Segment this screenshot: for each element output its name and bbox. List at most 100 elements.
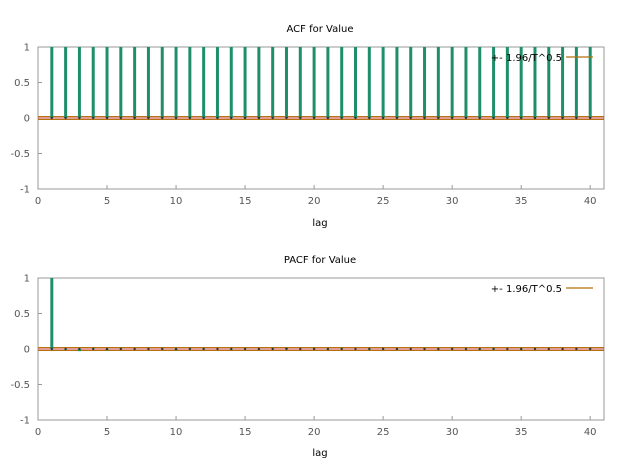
acf-bar-base-dot	[588, 116, 592, 120]
acf-bar-base-dot	[78, 116, 81, 120]
pacf-bar-base-dot	[92, 347, 95, 351]
pacf-bar-base-dot	[312, 347, 316, 351]
pacf-ytick-label: -1	[20, 416, 30, 427]
pacf-bar-base-dot	[588, 347, 592, 351]
acf-title: ACF for Value	[287, 24, 354, 35]
pacf-bar-base-dot	[230, 347, 233, 351]
pacf-legend-label: +- 1.96/T^0.5	[491, 284, 562, 295]
acf-bar-base-dot	[575, 116, 578, 120]
pacf-ytick-label: 1	[24, 274, 30, 285]
acf-ytick-label: -0.5	[10, 149, 30, 160]
acf-xlabel: lag	[312, 218, 327, 229]
acf-bar-base-dot	[133, 116, 136, 120]
acf-bar-base-dot	[423, 116, 426, 120]
pacf-bar-base-dot	[119, 347, 123, 351]
pacf-xtick-label: 10	[170, 427, 183, 438]
pacf-bar-base-dot	[561, 347, 564, 351]
pacf-xlabel: lag	[312, 448, 327, 459]
acf-bar-base-dot	[492, 116, 495, 120]
acf-bar-base-dot	[285, 116, 288, 120]
pacf-bar-base-dot	[271, 347, 274, 351]
acf-bar-base-dot	[519, 116, 523, 120]
acf-bar-base-dot	[92, 116, 95, 120]
acf-xtick-label: 10	[170, 196, 183, 207]
pacf-xtick-label: 5	[104, 427, 110, 438]
acf-bar-base-dot	[312, 116, 316, 120]
pacf-bar-base-dot	[478, 347, 481, 351]
acf-bar-base-dot	[50, 116, 54, 120]
pacf-bar-base-dot	[133, 347, 136, 351]
pacf-ytick-label: 0	[24, 345, 30, 356]
acf-bar-base-dot	[450, 116, 454, 120]
pacf-bar-base-dot	[285, 347, 288, 351]
acf-legend-label: +- 1.96/T^0.5	[491, 53, 562, 64]
pacf-bar-base-dot	[423, 347, 426, 351]
pacf-bar-base-dot	[492, 347, 495, 351]
pacf-bar-base-dot	[243, 347, 247, 351]
acf-bar-base-dot	[257, 116, 261, 120]
acf-bar-base-dot	[506, 116, 509, 120]
acf-xtick-label: 15	[239, 196, 252, 207]
pacf-xtick-label: 20	[308, 427, 321, 438]
acf-bar-base-dot	[230, 116, 233, 120]
acf-bar-base-dot	[533, 116, 537, 120]
acf-panel: ACF for Value lag 1 0.5 0 -0.5 -1 0 5 10 15 20 25 3…	[10, 24, 605, 229]
acf-bar-base-dot	[105, 116, 109, 120]
acf-bar-base-dot	[437, 116, 440, 120]
pacf-bar-base-dot	[354, 347, 357, 351]
pacf-bar-base-dot	[161, 347, 164, 351]
acf-xtick-label: 35	[515, 196, 528, 207]
acf-ytick-label: 0	[24, 114, 30, 125]
acf-bar-base-dot	[271, 116, 274, 120]
acf-bar-base-dot	[188, 116, 192, 120]
acf-bar-base-dot	[216, 116, 219, 120]
pacf-bar-base-dot	[105, 347, 109, 351]
acf-bar-base-dot	[547, 116, 550, 120]
pacf-bar-base-dot	[409, 347, 412, 351]
acf-xtick-label: 5	[104, 196, 110, 207]
pacf-ytick-label: -0.5	[10, 380, 30, 391]
acf-bar-base-dot	[161, 116, 164, 120]
acf-bar-base-dot	[64, 116, 67, 120]
pacf-xtick-label: 30	[446, 427, 459, 438]
acf-xtick-label: 20	[308, 196, 321, 207]
pacf-title: PACF for Value	[284, 255, 356, 266]
acf-ytick-label: -1	[20, 185, 30, 196]
pacf-xtick-label: 15	[239, 427, 252, 438]
pacf-legend: +- 1.96/T^0.5	[491, 284, 593, 295]
pacf-bar-base-dot	[174, 347, 178, 351]
pacf-bar-base-dot	[575, 347, 578, 351]
acf-bar-base-dot	[409, 116, 412, 120]
pacf-xtick-label: 40	[584, 427, 597, 438]
pacf-bar-base-dot	[519, 347, 523, 351]
acf-bar-base-dot	[243, 116, 247, 120]
pacf-bar-base-dot	[506, 347, 509, 351]
pacf-bar-base-dot	[50, 347, 54, 351]
acf-bar-base-dot	[174, 116, 178, 120]
pacf-bar-base-dot	[326, 347, 330, 351]
acf-bar-base-dot	[299, 116, 302, 120]
pacf-bar-base-dot	[340, 347, 343, 351]
acf-xtick-label: 0	[35, 196, 41, 207]
acf-bar-base-dot	[561, 116, 564, 120]
pacf-xtick-label: 25	[377, 427, 390, 438]
acf-xtick-label: 30	[446, 196, 459, 207]
pacf-xtick-label: 35	[515, 427, 528, 438]
pacf-ytick-label: 0.5	[14, 309, 30, 320]
acf-bar-base-dot	[381, 116, 385, 120]
pacf-bar-base-dot	[368, 347, 371, 351]
pacf-bar-base-dot	[533, 347, 537, 351]
acf-bar-base-dot	[354, 116, 357, 120]
pacf-bar-base-dot	[147, 347, 150, 351]
pacf-xtick-label: 0	[35, 427, 41, 438]
acf-bar-base-dot	[326, 116, 330, 120]
acf-bar-base-dot	[202, 116, 205, 120]
acf-bar-base-dot	[478, 116, 481, 120]
acf-bar-base-dot	[368, 116, 371, 120]
acf-bar-base-dot	[147, 116, 150, 120]
pacf-panel: PACF for Value lag 1 0.5 0 -0.5 -1 0 5 10 15 20 25…	[10, 255, 605, 459]
acf-xtick-label: 25	[377, 196, 390, 207]
pacf-bar-base-dot	[257, 347, 261, 351]
pacf-bar-base-dot	[299, 347, 302, 351]
